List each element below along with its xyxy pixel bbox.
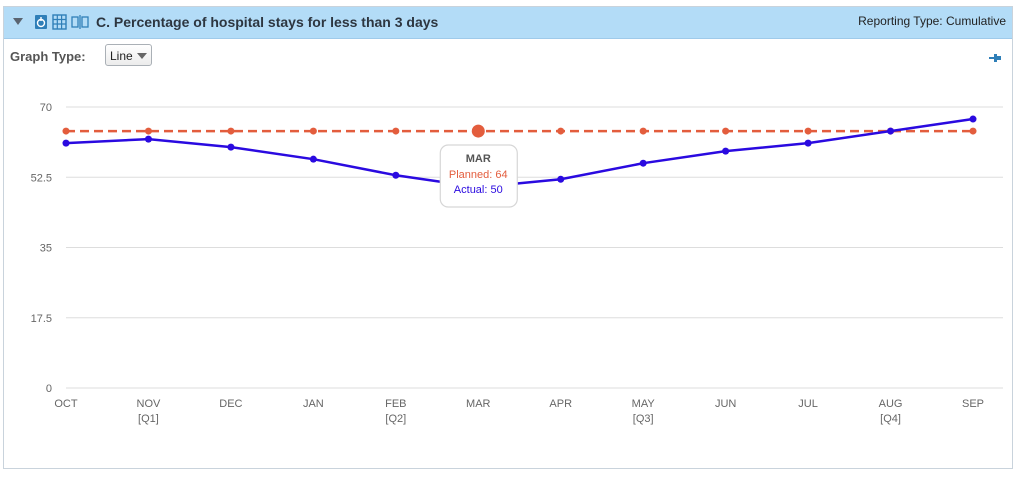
y-tick-label: 52.5 (31, 172, 52, 184)
tooltip-actual: Actual: 50 (454, 184, 503, 196)
y-tick-label: 70 (40, 102, 52, 114)
graph-type-label: Graph Type: (10, 49, 86, 64)
data-point-actual[interactable] (639, 159, 647, 167)
data-point-planned[interactable] (722, 127, 730, 135)
data-point-planned[interactable] (804, 127, 812, 135)
compare-icon[interactable] (71, 14, 89, 35)
chart-panel: C. Percentage of hospital stays for less… (3, 6, 1013, 469)
panel-header: C. Percentage of hospital stays for less… (4, 7, 1012, 39)
data-point-actual[interactable] (62, 139, 70, 147)
x-tick-label: AUG (879, 398, 903, 410)
series-line-actual (65, 117, 974, 189)
data-point-actual[interactable] (887, 127, 895, 135)
x-tick-label: DEC (219, 398, 242, 410)
tooltip-category: MAR (466, 153, 491, 165)
data-point-planned[interactable] (144, 127, 152, 135)
x-tick-label: JUN (715, 398, 736, 410)
data-point-planned[interactable] (969, 127, 977, 135)
data-point-planned[interactable] (639, 127, 647, 135)
data-point-actual[interactable] (309, 155, 317, 163)
data-point-planned[interactable] (62, 127, 70, 135)
data-point-actual[interactable] (392, 171, 400, 179)
pin-icon[interactable] (988, 51, 1002, 69)
line-chart: 0 17.5 35 52.5 70 OCT NOV [Q1] DEC JAN FEB [Q2] MAR A… (31, 102, 1003, 425)
data-point-planned[interactable] (392, 127, 400, 135)
tooltip (439, 144, 518, 208)
data-point-actual[interactable] (804, 139, 812, 147)
data-point-planned[interactable] (471, 124, 485, 138)
y-tick-label: 0 (46, 383, 52, 395)
x-tick-label: NOV (137, 398, 162, 410)
x-tick-label: MAY (632, 398, 656, 410)
data-point-actual[interactable] (722, 147, 730, 155)
reporting-type: Reporting Type: Cumulative (858, 14, 1006, 28)
chart-title: C. Percentage of hospital stays for less… (96, 14, 439, 30)
tooltip-planned: Planned: 64 (449, 169, 508, 181)
chevron-down-icon (137, 53, 147, 59)
y-tick-label: 17.5 (31, 313, 52, 325)
x-quarter-label: [Q2] (385, 413, 406, 425)
data-point-planned[interactable] (557, 127, 565, 135)
x-tick-label: JAN (303, 398, 324, 410)
export-icon[interactable] (34, 14, 48, 35)
graph-type-select[interactable]: Line (105, 44, 152, 66)
grid-icon[interactable] (52, 14, 67, 35)
x-quarter-label: [Q3] (633, 413, 654, 425)
x-tick-label: MAR (466, 398, 491, 410)
x-quarter-label: [Q1] (138, 413, 159, 425)
x-tick-label: FEB (385, 398, 406, 410)
x-tick-label: SEP (962, 398, 984, 410)
x-tick-label: OCT (54, 398, 78, 410)
data-point-actual[interactable] (969, 115, 977, 123)
data-point-actual[interactable] (557, 175, 565, 183)
graph-type-value: Line (110, 49, 133, 63)
data-point-planned[interactable] (309, 127, 317, 135)
data-point-actual[interactable] (144, 135, 152, 143)
x-tick-label: JUL (798, 398, 818, 410)
x-quarter-label: [Q4] (880, 413, 901, 425)
y-tick-label: 35 (40, 243, 52, 255)
chevron-down-icon[interactable] (13, 18, 23, 25)
data-point-planned[interactable] (227, 127, 235, 135)
x-tick-label: APR (549, 398, 572, 410)
data-point-actual[interactable] (227, 143, 235, 151)
